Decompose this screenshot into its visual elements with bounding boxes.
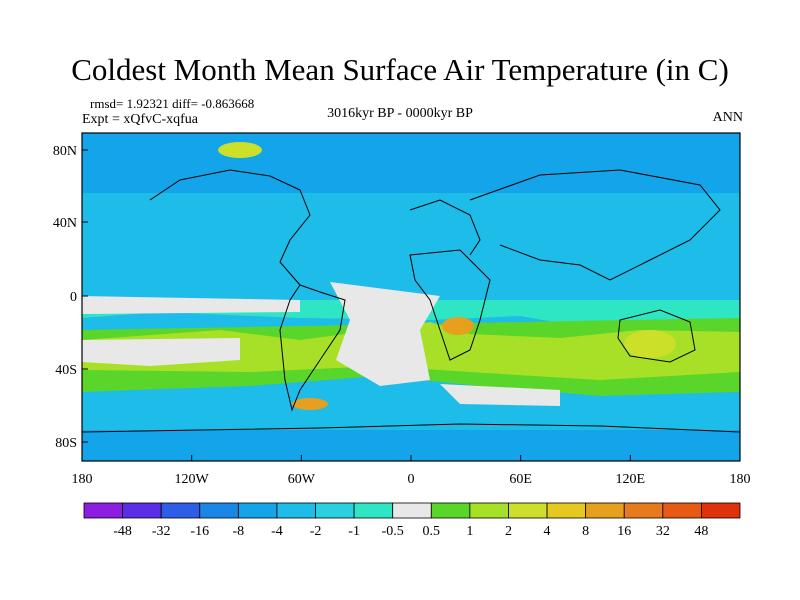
colorbar-swatch [585,502,625,519]
colorbar-label: -4 [271,524,283,539]
map-title: Coldest Month Mean Surface Air Temperatu… [71,52,729,87]
lon-tick-label: 180 [72,472,93,487]
australia-coast [617,309,696,363]
colorbar-swatch [353,502,394,519]
colorbar-swatch [546,502,587,519]
colorbar-label: -48 [113,524,132,539]
colorbar-swatch [662,502,702,519]
colorbar-label: 32 [656,524,670,539]
pacific-neutral-region [82,338,240,366]
coastlines [81,169,741,433]
colorbar-swatch [508,502,548,519]
longitude-ticks: 180 120W 60W 0 60E 120E 180 [72,455,751,487]
stats-text: rmsd= 1.92321 diff= -0.863668 [90,96,255,111]
season-label: ANN [712,110,743,125]
colorbar-label: 16 [617,524,631,539]
asia-coast [469,169,721,281]
colorbar-label: -16 [190,524,209,539]
australia-warm-spot [624,330,676,358]
lon-tick-label: 120E [616,472,646,487]
lat-tick-label: 80N [53,144,77,159]
atlantic-neutral-region [330,282,440,386]
colorbar-swatch [469,502,509,519]
colorbar-swatch [160,502,201,519]
lat-tick-label: 40S [55,363,77,378]
arctic-warm-spot [218,142,262,158]
colorbar-label: -0.5 [382,524,404,539]
colorbar-swatch [199,502,239,519]
colorbar-swatch [237,502,278,519]
colorbar-label: -1 [348,524,360,539]
arctic-band [82,133,740,193]
colorbar-swatch [315,502,355,519]
europe-coast [409,199,481,256]
colorbar-swatch [392,502,432,519]
colorbar-label: 8 [582,524,589,539]
colorbar-swatch [276,502,316,519]
lon-tick-label: 0 [408,472,415,487]
africa-coast [409,249,491,361]
colorbar-swatch [83,502,123,519]
africa-warm-spot [442,317,474,335]
antarctica-coast [81,423,741,433]
lat-tick-label: 0 [70,290,77,305]
lon-tick-label: 120W [175,472,210,487]
lon-tick-label: 180 [730,472,751,487]
colorbar-label: 4 [544,524,551,539]
equatorial-neutral-region [82,296,300,314]
lon-tick-label: 60W [288,472,316,487]
experiment-label: Expt = xQfvC-xqfua [82,112,198,127]
latitude-ticks: 80N 40N 0 40S 80S [53,144,88,451]
colorbar-label: 2 [505,524,512,539]
colorbar-swatch [623,502,664,519]
colorbar-swatch [122,502,162,519]
colorbar-label: 48 [694,524,708,539]
lat-tick-label: 40N [53,216,77,231]
colorbar [83,502,741,519]
southern-ocean-band [82,376,740,430]
period-label: 3016kyr BP - 0000kyr BP [327,106,473,121]
lat-tick-label: 80S [55,436,77,451]
colorbar-swatch [701,502,741,519]
colorbar-label: 1 [466,524,473,539]
south-america-coast [279,284,346,412]
lon-tick-label: 60E [509,472,532,487]
colorbar-swatch [430,502,471,519]
patagonia-warm-spot [292,398,328,410]
map-panel [81,132,741,462]
colorbar-label: -8 [233,524,245,539]
north-america-coast [149,169,311,286]
colorbar-labels: -48 -32 -16 -8 -4 -2 -1 -0.5 0.5 1 2 4 8 16 32 48 [113,524,708,539]
colorbar-label: -32 [152,524,171,539]
colorbar-label: 0.5 [423,524,441,539]
colorbar-label: -2 [310,524,322,539]
south-atlantic-neutral-region [440,384,560,406]
